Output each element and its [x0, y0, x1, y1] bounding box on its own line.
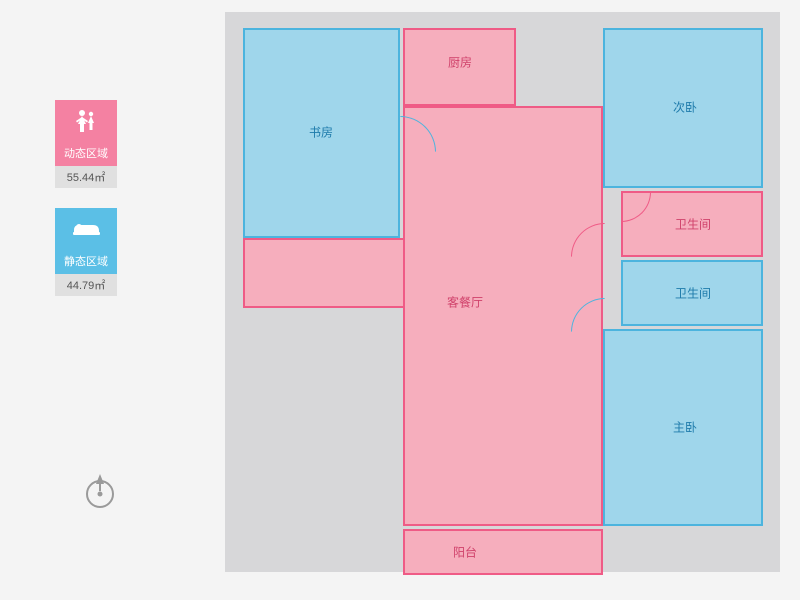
legend-dynamic-value: 55.44㎡	[55, 166, 117, 188]
floorplan: 书房厨房客餐厅次卧卫生间卫生间主卧阳台	[225, 12, 780, 572]
room-study	[243, 28, 400, 238]
legend-static-value: 44.79㎡	[55, 274, 117, 296]
room-bath2	[621, 260, 763, 326]
legend-static-card: 静态区域 44.79㎡	[55, 208, 117, 296]
legend-dynamic-title-text: 动态区域	[64, 148, 108, 160]
legend-static-value-text: 44.79㎡	[67, 280, 106, 292]
legend-static-title: 静态区域	[55, 250, 117, 274]
compass-icon	[80, 470, 120, 515]
room-master	[603, 329, 763, 526]
room-kitchen	[403, 28, 516, 106]
legend-dynamic-title: 动态区域	[55, 142, 117, 166]
room-balcony	[403, 529, 603, 575]
legend-panel: 动态区域 55.44㎡ 静态区域 44.79㎡	[55, 100, 125, 316]
room-living	[403, 106, 603, 526]
legend-static-icon-box	[55, 208, 117, 250]
sleep-icon	[71, 218, 101, 240]
legend-static-title-text: 静态区域	[64, 256, 108, 268]
legend-dynamic-card: 动态区域 55.44㎡	[55, 100, 117, 188]
legend-dynamic-icon-box	[55, 100, 117, 142]
room-living-ext	[243, 238, 403, 308]
room-second_bed	[603, 28, 763, 188]
people-icon	[72, 108, 100, 134]
legend-dynamic-value-text: 55.44㎡	[67, 172, 106, 184]
